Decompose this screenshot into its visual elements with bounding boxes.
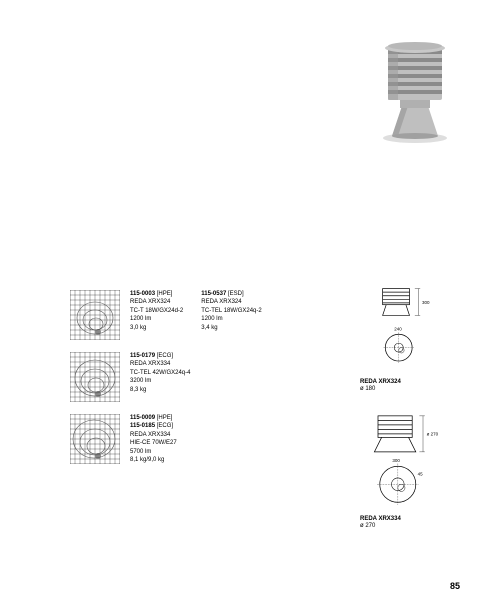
- spec-line: REDA XRX334: [130, 360, 190, 368]
- diagram-caption: REDA XRX334: [360, 516, 460, 522]
- spec-block: 115-0003 [HPE] REDA XRX324 TC-T 18W/GX24…: [130, 290, 183, 340]
- diagram-sub: ø 270: [360, 523, 460, 529]
- diagrams-section: 300 240 REDA XRX324 ø 180: [360, 285, 460, 549]
- spec-row-1: 115-0003 [HPE] REDA XRX324 TC-T 18W/GX24…: [70, 290, 320, 340]
- spec-code: 115-0185: [130, 423, 155, 429]
- spec-line: REDA XRX324: [130, 298, 183, 306]
- spec-row-3: 115-0009 [HPE] 115-0185 [ECG] REDA XRX33…: [70, 414, 320, 464]
- diagram-sub: ø 180: [360, 386, 460, 392]
- spec-block: 115-0537 [ESD] REDA XRX324 TC-TEL 18W/GX…: [201, 290, 261, 340]
- spec-line: 3,4 kg: [201, 324, 261, 332]
- spec-line: 8,3 kg: [130, 386, 190, 394]
- svg-text:300: 300: [392, 458, 400, 463]
- spec-line: 3200 lm: [130, 377, 190, 385]
- spec-code: 115-0009: [130, 415, 155, 421]
- product-photo: [370, 30, 460, 145]
- light-distribution-grid: [70, 414, 120, 464]
- diagram-xrx334: ø 270 300 45 REDA XRX334 ø 270: [360, 412, 460, 529]
- page-number: 85: [450, 581, 460, 591]
- spec-line: TC-T 18W/GX24d-2: [130, 307, 183, 315]
- light-distribution-grid: [70, 290, 120, 340]
- spec-line: 8,1 kg/9,0 kg: [130, 456, 177, 464]
- spec-line: HIE-CE 70W/E27: [130, 439, 177, 447]
- spec-line: 1200 lm: [130, 315, 183, 323]
- spec-hint: [ECG]: [157, 423, 173, 429]
- spec-hint: [ECG]: [157, 353, 173, 359]
- spec-code: 115-0003: [130, 291, 155, 297]
- spec-hint: [HPE]: [157, 415, 173, 421]
- svg-text:45: 45: [418, 471, 424, 476]
- spec-line: 1200 lm: [201, 315, 261, 323]
- diagram-caption: REDA XRX324: [360, 379, 460, 385]
- svg-text:ø 270: ø 270: [427, 432, 439, 437]
- spec-code: 115-0537: [201, 291, 226, 297]
- light-distribution-grid: [70, 352, 120, 402]
- spec-block: 115-0009 [HPE] 115-0185 [ECG] REDA XRX33…: [130, 414, 177, 464]
- svg-text:240: 240: [394, 327, 402, 332]
- spec-line: 3,0 kg: [130, 324, 183, 332]
- specs-section: 115-0003 [HPE] REDA XRX324 TC-T 18W/GX24…: [70, 290, 320, 476]
- svg-text:300: 300: [422, 300, 430, 305]
- spec-hint: [HPE]: [157, 291, 173, 297]
- spec-code: 115-0179: [130, 353, 155, 359]
- spec-line: 5700 lm: [130, 448, 177, 456]
- spec-hint: [ESD]: [228, 291, 244, 297]
- spec-line: REDA XRX324: [201, 298, 261, 306]
- spec-line: TC-TEL 42W/GX24q-4: [130, 369, 190, 377]
- diagram-xrx324: 300 240 REDA XRX324 ø 180: [360, 285, 460, 392]
- spec-line: REDA XRX334: [130, 431, 177, 439]
- spec-block: 115-0179 [ECG] REDA XRX334 TC-TEL 42W/GX…: [130, 352, 190, 402]
- spec-line: TC-TEL 18W/GX24q-2: [201, 307, 261, 315]
- spec-row-2: 115-0179 [ECG] REDA XRX334 TC-TEL 42W/GX…: [70, 352, 320, 402]
